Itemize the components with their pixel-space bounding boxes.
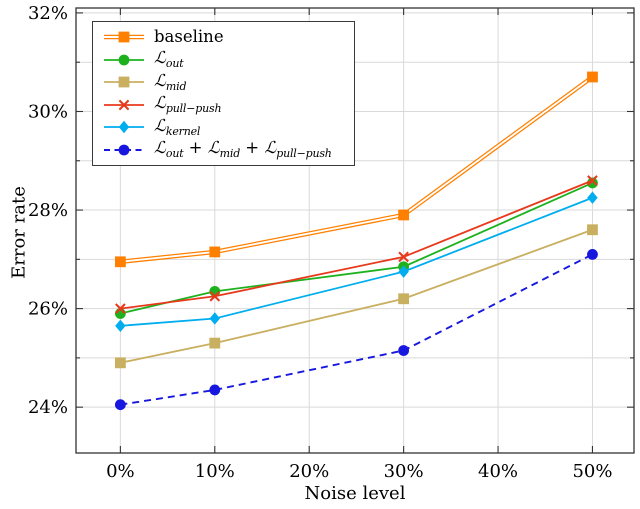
legend-item-label: baseline	[154, 26, 224, 46]
x-tick-label: 40%	[478, 461, 518, 482]
series-L_kernel	[115, 191, 598, 333]
series-L_mid	[114, 224, 598, 369]
legend: baseline ℒout ℒmid ℒpull−push ℒkernel ℒout + …	[92, 21, 355, 166]
series-L_out	[114, 177, 598, 319]
y-tick-label: 30%	[28, 101, 68, 122]
x-tick-label: 30%	[384, 461, 424, 482]
series-markers-L_kernel	[115, 191, 598, 333]
series-line-L_kernel	[120, 196, 593, 327]
series-line-L_out	[120, 182, 593, 315]
legend-item: ℒout	[102, 49, 352, 71]
legend-square-marker-icon	[104, 31, 144, 43]
y-tick-label: 28%	[28, 200, 68, 221]
legend-item: ℒout + ℒmid + ℒpull−push	[102, 139, 352, 161]
series-L_pull-push	[115, 175, 598, 314]
series-L_out+L_mid+L_pull-push	[114, 249, 598, 411]
legend-item-label: ℒout + ℒmid + ℒpull−push	[154, 138, 332, 161]
legend-circle-marker-icon	[104, 144, 144, 156]
legend-square-marker-icon	[104, 76, 144, 88]
series-baseline	[114, 71, 598, 268]
y-axis-title: Error rate	[8, 186, 30, 279]
series-markers-L_out+L_mid+L_pull-push	[114, 249, 598, 411]
legend-item-label: ℒpull−push	[154, 93, 222, 116]
legend-item-label: ℒkernel	[154, 115, 201, 138]
tick-labels: 0% 10% 20% 30% 40% 50% 24% 26% 28% 30% 32%	[28, 3, 612, 482]
legend-x-marker-icon	[104, 99, 144, 111]
x-tick-label: 50%	[572, 461, 612, 482]
series-markers-L_mid	[114, 224, 598, 369]
legend-diamond-marker-icon	[104, 121, 144, 134]
x-tick-label: 20%	[289, 461, 329, 482]
x-axis-title: Noise level	[304, 483, 406, 504]
legend-item: baseline	[102, 26, 352, 48]
plot-border	[75, 7, 635, 454]
series-line-L_mid	[120, 228, 593, 364]
y-tick-label: 24%	[28, 397, 68, 418]
series-line-L_out+L_mid+L_pull-push	[120, 253, 593, 406]
series-line-L_pull-push	[120, 179, 593, 310]
legend-item: ℒkernel	[102, 116, 352, 138]
legend-item-label: ℒmid	[154, 70, 187, 93]
legend-item: ℒmid	[102, 71, 352, 93]
y-tick-label: 26%	[28, 299, 68, 320]
x-tick-label: 10%	[195, 461, 235, 482]
legend-circle-marker-icon	[104, 54, 144, 65]
series-markers-baseline	[114, 71, 598, 268]
legend-item: ℒpull−push	[102, 94, 352, 116]
legend-item-label: ℒout	[154, 48, 184, 71]
axis-ticks	[76, 8, 634, 453]
series-markers-L_pull-push	[115, 175, 598, 314]
x-tick-label: 0%	[106, 461, 135, 482]
y-tick-label: 32%	[28, 3, 68, 24]
